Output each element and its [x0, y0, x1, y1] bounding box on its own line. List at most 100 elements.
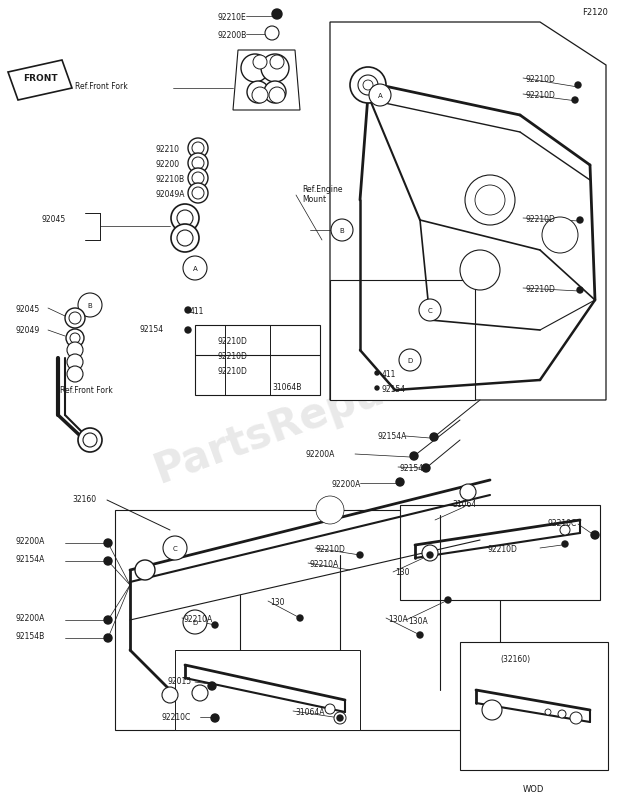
- Text: A: A: [193, 266, 197, 272]
- Circle shape: [375, 371, 379, 375]
- Circle shape: [545, 709, 551, 715]
- Circle shape: [270, 55, 284, 69]
- Circle shape: [208, 682, 216, 690]
- Circle shape: [570, 712, 582, 724]
- Circle shape: [297, 615, 303, 621]
- Text: 92210D: 92210D: [525, 75, 555, 84]
- Circle shape: [185, 307, 191, 313]
- Text: D: D: [192, 620, 198, 626]
- Text: Ref.Front Fork: Ref.Front Fork: [75, 82, 128, 91]
- Text: 130: 130: [270, 598, 284, 607]
- Text: C: C: [428, 308, 433, 314]
- Circle shape: [591, 531, 599, 539]
- Circle shape: [83, 433, 97, 447]
- Text: 130A: 130A: [388, 615, 408, 624]
- Circle shape: [399, 349, 421, 371]
- Circle shape: [192, 172, 204, 184]
- Circle shape: [177, 230, 193, 246]
- Text: (32160): (32160): [500, 655, 530, 664]
- Circle shape: [560, 525, 570, 535]
- Text: Ref.Front Fork: Ref.Front Fork: [60, 386, 112, 395]
- Circle shape: [188, 183, 208, 203]
- Text: 92200A: 92200A: [15, 614, 44, 623]
- Polygon shape: [233, 50, 300, 110]
- Circle shape: [104, 616, 112, 624]
- Text: 92154: 92154: [382, 385, 406, 394]
- Text: 92200A: 92200A: [305, 450, 334, 459]
- Circle shape: [460, 250, 500, 290]
- Circle shape: [460, 484, 476, 500]
- Circle shape: [185, 327, 191, 333]
- Circle shape: [465, 175, 515, 225]
- Circle shape: [363, 80, 373, 90]
- Text: 92210D: 92210D: [218, 367, 248, 376]
- Circle shape: [104, 539, 112, 547]
- Text: 411: 411: [382, 370, 396, 379]
- Text: 130A: 130A: [408, 617, 428, 626]
- Text: 92210C: 92210C: [548, 519, 577, 528]
- Circle shape: [67, 342, 83, 358]
- Text: 92154B: 92154B: [400, 464, 430, 473]
- Circle shape: [430, 433, 438, 441]
- Circle shape: [410, 452, 418, 460]
- Text: 130: 130: [395, 568, 410, 577]
- Circle shape: [253, 55, 267, 69]
- Circle shape: [396, 478, 404, 486]
- Circle shape: [445, 597, 451, 603]
- Text: 92210D: 92210D: [218, 337, 248, 346]
- Text: 92210D: 92210D: [525, 215, 555, 224]
- Bar: [115, 510, 500, 730]
- Circle shape: [422, 545, 438, 561]
- Circle shape: [171, 204, 199, 232]
- Circle shape: [69, 312, 81, 324]
- Text: 92210E: 92210E: [218, 13, 247, 22]
- Circle shape: [337, 715, 343, 721]
- Circle shape: [177, 210, 193, 226]
- Circle shape: [67, 366, 83, 382]
- Circle shape: [65, 308, 85, 328]
- Text: 92210D: 92210D: [316, 545, 346, 554]
- Circle shape: [188, 138, 208, 158]
- Circle shape: [316, 496, 344, 524]
- Text: 92154B: 92154B: [15, 632, 44, 641]
- Circle shape: [350, 67, 386, 103]
- Circle shape: [577, 287, 583, 293]
- Circle shape: [104, 634, 112, 642]
- Circle shape: [162, 687, 178, 703]
- Text: Ref.Engine
Mount: Ref.Engine Mount: [302, 185, 342, 204]
- Text: D: D: [407, 358, 413, 364]
- Text: 92210D: 92210D: [525, 91, 555, 100]
- Circle shape: [427, 552, 433, 558]
- Text: 92200: 92200: [155, 160, 179, 169]
- Circle shape: [183, 256, 207, 280]
- Text: B: B: [88, 303, 92, 309]
- Text: 92210D: 92210D: [218, 352, 248, 361]
- Circle shape: [192, 187, 204, 199]
- Circle shape: [422, 464, 430, 472]
- Circle shape: [192, 685, 208, 701]
- Circle shape: [475, 185, 505, 215]
- Text: 92200A: 92200A: [332, 480, 362, 489]
- Circle shape: [247, 81, 269, 103]
- Circle shape: [192, 157, 204, 169]
- Circle shape: [78, 428, 102, 452]
- Text: 92015: 92015: [168, 677, 192, 686]
- Text: PartsRepublik: PartsRepublik: [148, 340, 470, 492]
- Circle shape: [357, 552, 363, 558]
- Circle shape: [183, 610, 207, 634]
- Circle shape: [264, 81, 286, 103]
- Circle shape: [265, 26, 279, 40]
- Circle shape: [542, 217, 578, 253]
- Circle shape: [70, 333, 80, 343]
- Polygon shape: [330, 22, 606, 400]
- Text: 92154: 92154: [140, 325, 164, 334]
- Circle shape: [572, 97, 578, 103]
- Text: 92210A: 92210A: [310, 560, 339, 569]
- Text: 31064: 31064: [452, 500, 476, 509]
- Text: WOD: WOD: [522, 785, 544, 794]
- Text: A: A: [378, 93, 383, 99]
- Circle shape: [575, 82, 581, 88]
- Circle shape: [192, 142, 204, 154]
- Text: 92210D: 92210D: [488, 545, 518, 554]
- Bar: [195, 325, 320, 395]
